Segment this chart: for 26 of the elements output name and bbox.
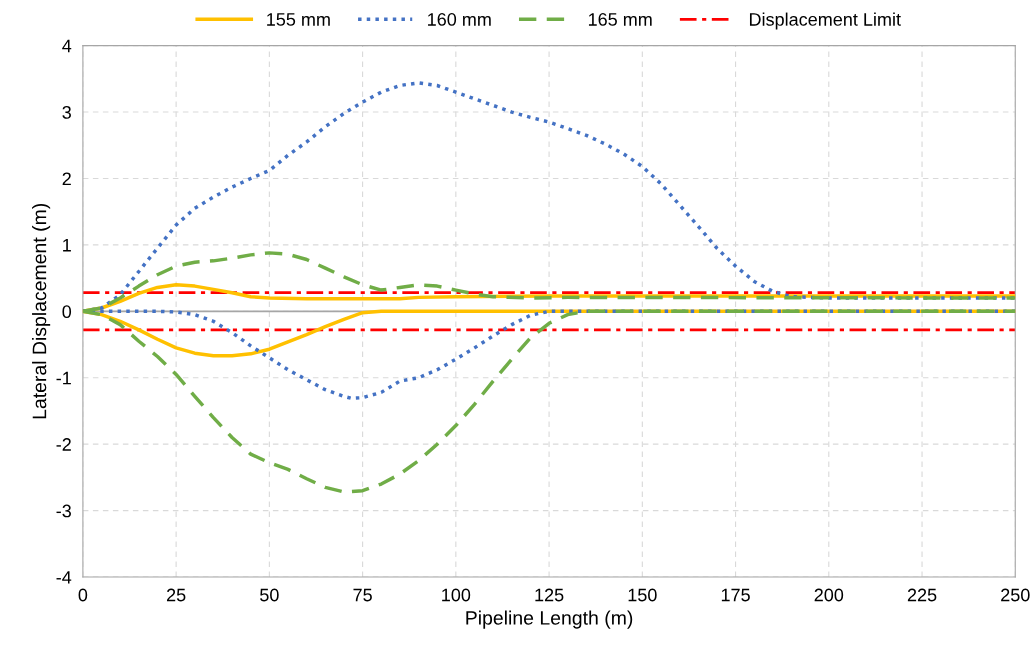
- x-tick-label: 150: [628, 588, 657, 602]
- x-tick-label: 25: [166, 588, 186, 602]
- x-tick-label: 175: [721, 588, 750, 602]
- legend-label: Displacement Limit: [749, 12, 901, 30]
- y-tick-label: 0: [62, 305, 72, 319]
- y-tick-label: -4: [56, 571, 72, 584]
- legend-label: 165 mm: [588, 13, 652, 26]
- x-tick-label: 225: [907, 588, 937, 602]
- y-tick-label: -2: [56, 438, 71, 451]
- x-tick-label: 200: [814, 588, 844, 602]
- y-tick-label: 4: [62, 39, 72, 53]
- y-tick-label: 3: [62, 106, 71, 119]
- y-tick-label: 2: [62, 172, 71, 186]
- legend-label: 160 mm: [428, 13, 491, 26]
- y-tick-label: -1: [56, 371, 71, 385]
- x-tick-label: 100: [442, 588, 471, 602]
- x-tick-label: 0: [78, 588, 88, 602]
- y-tick-label: 1: [63, 239, 71, 252]
- x-tick-label: 50: [260, 588, 279, 602]
- x-tick-label: 250: [1001, 588, 1030, 602]
- x-tick-label: 75: [353, 588, 372, 602]
- y-axis-title: Lateral Displacement (m): [32, 203, 51, 419]
- y-tick-label: -3: [56, 504, 71, 518]
- x-tick-label: 125: [535, 588, 564, 602]
- x-axis-title: Pipeline Length (m): [466, 610, 633, 629]
- legend-label: 155 mm: [267, 13, 330, 26]
